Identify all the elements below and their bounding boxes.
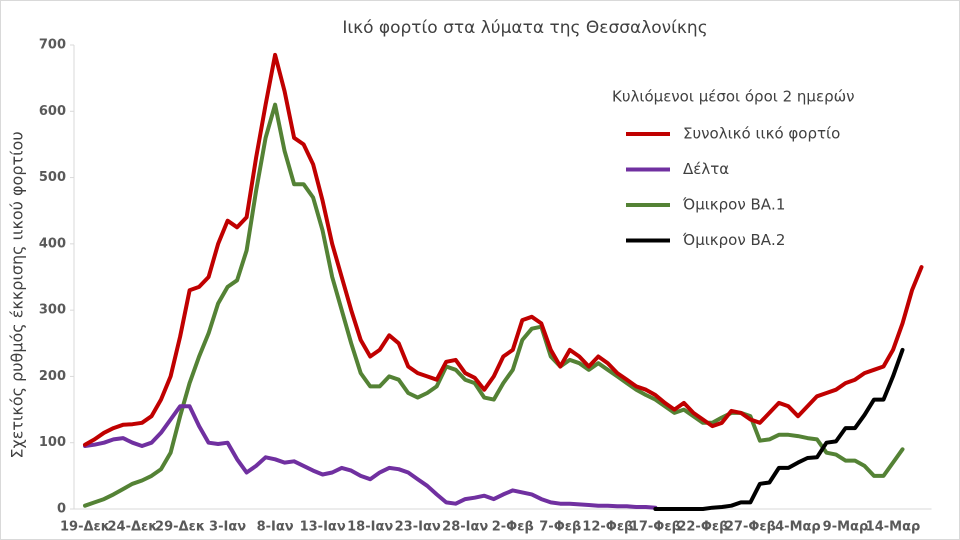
x-tick-label: 28-Ιαν [442, 520, 488, 535]
x-tick-label: 17-Φεβ [630, 520, 681, 535]
x-tick-label: 24-Δεκ [108, 520, 158, 535]
x-tick-label: 8-Ιαν [257, 520, 294, 535]
x-tick-label: 29-Δεκ [155, 520, 205, 535]
legend-title: Κυλιόμενοι μέσοι όροι 2 ημερών [612, 88, 855, 106]
series-line [83, 404, 658, 510]
legend-label: Όμικρον ΒΑ.1 [682, 196, 785, 214]
y-axis-label: Σχετικός ρυθμός έκκρισης ιικού φορτίου [8, 131, 27, 458]
x-tick-label: 14-Μαρ [866, 520, 921, 535]
x-tick-label: 7-Φεβ [539, 520, 581, 535]
x-tick-label: 22-Φεβ [677, 520, 728, 535]
y-tick-label: 500 [39, 170, 66, 185]
series-line [653, 347, 905, 511]
legend-label: Δέλτα [683, 160, 729, 178]
legend-label: Όμικρον ΒΑ.2 [682, 231, 785, 249]
x-tick-label: 23-Ιαν [395, 520, 441, 535]
chart-title: Ιικό φορτίο στα λύματα της Θεσσαλονίκης [342, 18, 707, 38]
x-tick-label: 27-Φεβ [725, 520, 776, 535]
x-tick-label: 4-Μαρ [775, 520, 821, 535]
x-tick-label: 13-Ιαν [300, 520, 346, 535]
x-tick-label: 2-Φεβ [492, 520, 534, 535]
y-tick-label: 600 [39, 104, 66, 119]
x-tick-label: 9-Μαρ [823, 520, 869, 535]
x-tick-label: 12-Φεβ [582, 520, 633, 535]
y-tick-label: 100 [39, 435, 66, 450]
x-tick-label: 19-Δεκ [60, 520, 110, 535]
legend-label: Συνολικό ιικό φορτίο [683, 125, 840, 143]
y-tick-label: 300 [39, 303, 66, 318]
y-tick-label: 400 [39, 236, 66, 251]
x-tick-label: 18-Ιαν [347, 520, 393, 535]
series-line [83, 52, 924, 447]
series-line [83, 102, 905, 508]
y-tick-label: 0 [57, 502, 66, 517]
y-tick-label: 200 [39, 369, 66, 384]
y-tick-label: 700 [39, 38, 66, 53]
x-tick-label: 3-Ιαν [209, 520, 246, 535]
